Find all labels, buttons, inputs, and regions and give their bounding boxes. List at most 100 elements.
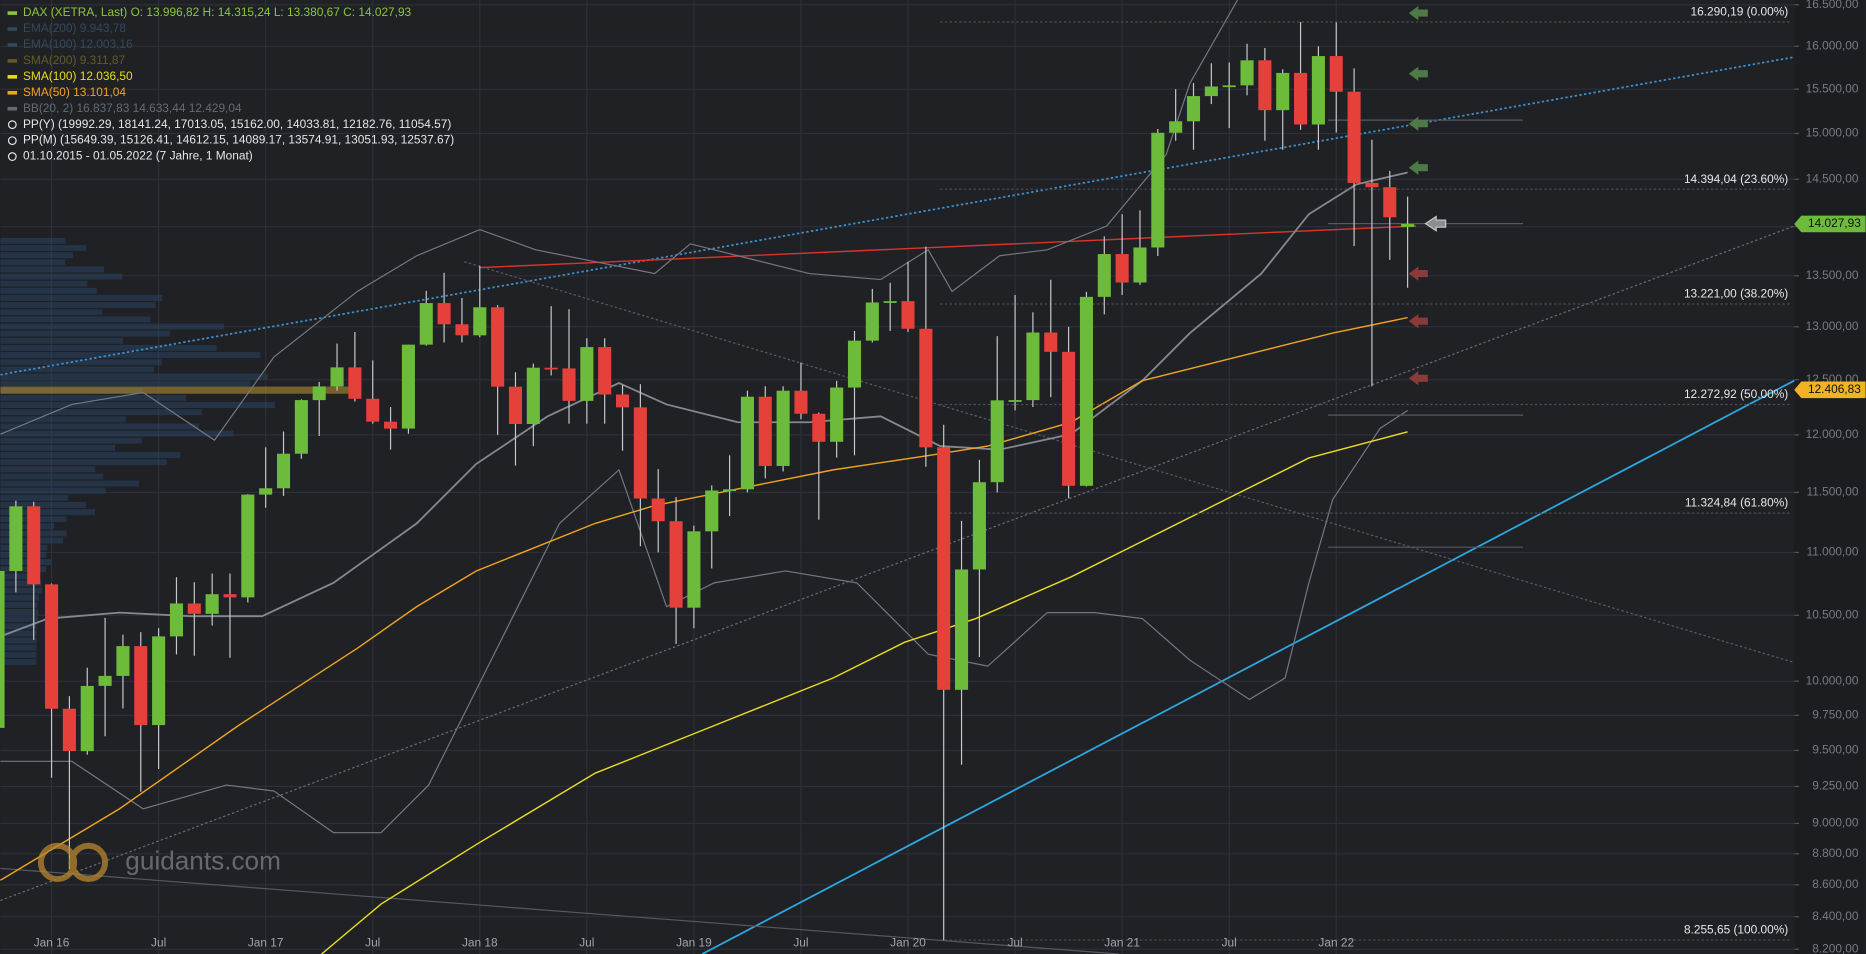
x-tick-label: Jul	[151, 935, 166, 949]
legend-swatch	[7, 90, 18, 95]
trend-line	[0, 225, 1795, 902]
chart-icon	[7, 11, 18, 15]
candle-body	[98, 675, 112, 686]
profile-bar	[0, 444, 116, 451]
y-tick-label: 16.500,00	[1806, 0, 1859, 11]
profile-bar	[0, 501, 86, 508]
legend-entry: DAX (XETRA, Last) O: 13.996,82 H: 14.315…	[23, 5, 412, 19]
y-tick-label: 10.000,00	[1806, 673, 1859, 687]
candle-body	[972, 482, 986, 570]
price-tag-label: 14.027,93	[1808, 216, 1861, 230]
watermark: guidants.com	[125, 845, 281, 875]
x-tick-label: Jul	[1222, 935, 1237, 949]
candle-body	[0, 570, 5, 728]
profile-bar	[0, 430, 234, 437]
profile-bar	[0, 245, 87, 251]
x-tick-label: Jul	[1007, 935, 1022, 949]
profile-bar	[0, 252, 73, 259]
candle-body	[776, 390, 790, 466]
legend-entry: SMA(200) 9.311,87	[23, 53, 125, 67]
candle-body	[473, 307, 487, 336]
profile-bar	[0, 352, 261, 359]
candle-body	[1204, 86, 1218, 97]
candle-body	[883, 301, 897, 303]
candle-body	[223, 594, 237, 598]
candle-body	[348, 367, 362, 399]
y-tick-label: 15.500,00	[1806, 81, 1859, 95]
candle-body	[1294, 72, 1308, 125]
logo-mark	[68, 842, 109, 883]
candle-body	[687, 531, 701, 608]
grid	[0, 0, 1795, 954]
profile-bar	[0, 651, 37, 658]
overlays	[0, 0, 1795, 954]
trend-line	[479, 225, 1416, 269]
fibonacci: 16.290,19 (0.00%) 14.394,04 (23.60%) 13.22…	[940, 5, 1791, 941]
candle-body	[1186, 96, 1201, 122]
profile-bar	[0, 487, 106, 494]
legend-entry: EMA(100) 12.003,16	[23, 37, 133, 51]
logo: guidants.com	[37, 842, 281, 883]
profile-bar	[0, 551, 47, 558]
x-tick-label: Jan 20	[890, 935, 926, 949]
x-tick-label: Jan 16	[34, 935, 70, 949]
y-tick-label: 9.250,00	[1812, 779, 1859, 793]
y-tick-label: 12.000,00	[1806, 427, 1859, 441]
x-tick-label: Jul	[579, 935, 594, 949]
profile-poc	[0, 386, 358, 394]
candle-body	[384, 421, 398, 429]
profile-bar	[0, 566, 47, 573]
profile-bar	[0, 309, 103, 316]
profile-bar	[0, 480, 140, 487]
legend-entry: PP(M) (15649.39, 15126.41, 14612.15, 140…	[23, 133, 454, 147]
arrow	[1408, 5, 1428, 21]
x-tick-label: Jan 18	[462, 935, 498, 949]
profile-bar	[0, 601, 38, 608]
profile-bar	[0, 259, 66, 266]
trend-line	[0, 867, 1119, 954]
candle-body	[1365, 182, 1379, 188]
profile-bar	[0, 630, 37, 637]
profile-bar	[0, 466, 96, 473]
price-tag	[1794, 381, 1866, 399]
candle-body	[544, 367, 558, 370]
candle-body	[919, 328, 933, 448]
candle-body	[27, 506, 41, 585]
candle-body	[241, 494, 255, 598]
y-axis: 8.200,00 8.400,00 8.600,00 8.800,00 9.000,00…	[34, 0, 1866, 954]
candle-body	[437, 303, 451, 325]
arrow	[1408, 314, 1428, 329]
candle-body	[508, 386, 523, 425]
x-tick-label: Jan 19	[676, 935, 712, 949]
candles	[0, 22, 1415, 941]
legend-entry: 01.10.2015 - 01.05.2022 (7 Jahre, 1 Mona…	[23, 149, 253, 163]
candle-body	[62, 708, 76, 752]
profile-bar	[0, 280, 88, 287]
candle-body	[955, 569, 969, 690]
legend-swatch	[7, 27, 18, 31]
profile-bar	[0, 587, 43, 594]
candle-body	[187, 603, 201, 614]
candle-body	[1151, 132, 1165, 248]
fib-label: 14.394,04 (23.60%)	[1684, 172, 1788, 186]
candle-body	[526, 367, 540, 425]
profile-bar	[0, 266, 105, 273]
y-tick-label: 15.000,00	[1806, 126, 1859, 140]
fib-label: 16.290,19 (0.00%)	[1691, 5, 1789, 19]
candle-body	[812, 413, 826, 442]
legend-entry: BB(20, 2) 16.837,83 14.633,44 12.429,04	[23, 101, 242, 115]
candle-body	[152, 636, 166, 726]
profile-bar	[0, 623, 37, 630]
legend-icon	[7, 152, 17, 161]
profile-bar	[0, 359, 162, 366]
candle-body	[1044, 332, 1058, 352]
profile-bar	[0, 437, 142, 444]
fib-label: 8.255,65 (100.00%)	[1684, 923, 1788, 937]
arrow	[1408, 116, 1428, 131]
y-tick-label: 11.500,00	[1806, 485, 1858, 499]
arrow	[1408, 371, 1428, 386]
volume-profile	[0, 237, 358, 665]
x-tick-label: Jan 17	[248, 935, 284, 949]
